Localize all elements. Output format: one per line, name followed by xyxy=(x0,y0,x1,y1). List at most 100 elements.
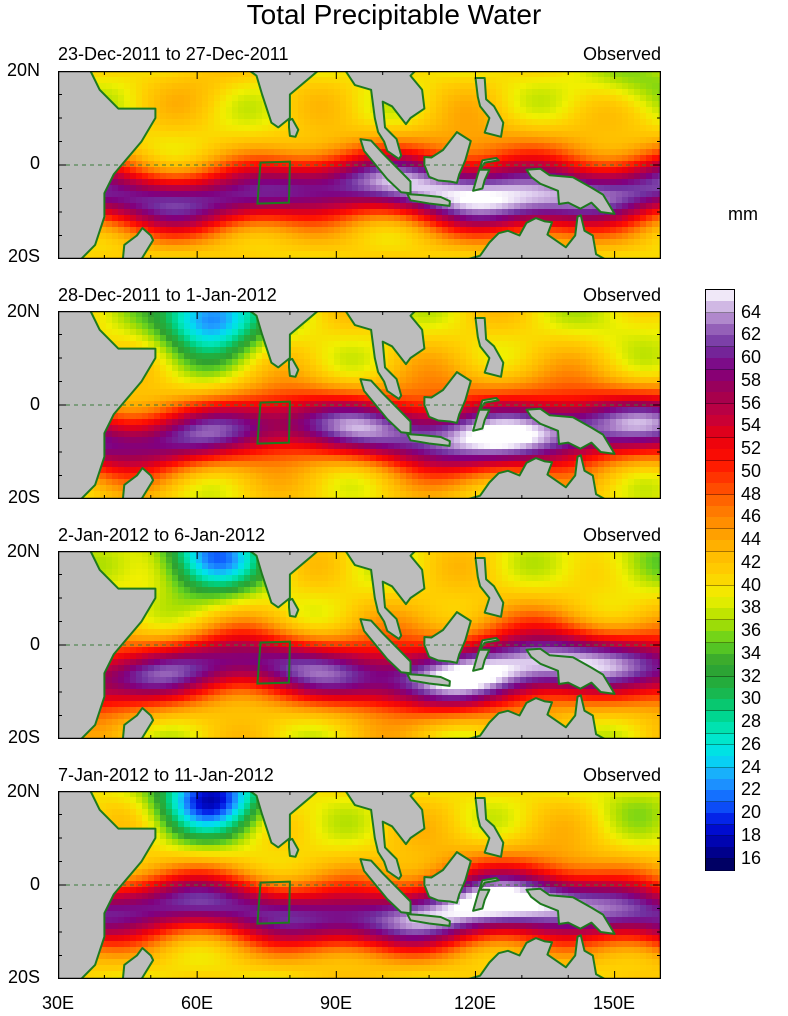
field-cell xyxy=(610,71,617,78)
field-cell xyxy=(640,359,647,366)
field-cell xyxy=(412,233,419,240)
field-cell xyxy=(136,323,143,330)
field-cell xyxy=(508,149,515,156)
field-cell xyxy=(574,335,581,342)
field-cell xyxy=(598,245,605,252)
field-cell xyxy=(226,395,233,402)
field-cell xyxy=(586,137,593,144)
field-cell xyxy=(412,143,419,150)
field-cell xyxy=(310,161,317,168)
field-cell xyxy=(478,383,485,390)
field-cell xyxy=(202,173,209,180)
field-cell xyxy=(406,173,413,180)
field-cell xyxy=(316,125,323,132)
field-cell xyxy=(526,143,533,150)
field-cell xyxy=(496,155,503,162)
field-cell xyxy=(160,389,167,396)
field-cell xyxy=(520,365,527,372)
field-cell xyxy=(508,167,515,174)
field-cell xyxy=(358,221,365,228)
field-cell xyxy=(172,329,179,336)
field-cell xyxy=(418,227,425,234)
field-cell xyxy=(454,203,461,210)
field-cell xyxy=(346,107,353,114)
field-cell xyxy=(544,329,551,336)
field-cell xyxy=(646,335,653,342)
field-cell xyxy=(130,167,137,174)
field-cell xyxy=(508,113,515,120)
field-cell xyxy=(340,347,347,354)
field-cell xyxy=(502,371,509,378)
field-cell xyxy=(424,251,431,258)
field-cell xyxy=(208,179,215,186)
field-cell xyxy=(466,83,473,90)
field-cell xyxy=(214,95,221,102)
field-cell xyxy=(184,101,191,108)
field-cell xyxy=(514,89,521,96)
field-cell xyxy=(112,95,119,102)
field-cell xyxy=(154,341,161,348)
field-cell xyxy=(634,347,641,354)
field-cell xyxy=(586,341,593,348)
field-cell xyxy=(202,371,209,378)
field-cell xyxy=(544,95,551,102)
field-cell xyxy=(496,77,503,84)
field-cell xyxy=(484,215,491,222)
field-cell xyxy=(136,161,143,168)
field-cell xyxy=(358,149,365,156)
field-cell xyxy=(178,149,185,156)
field-cell xyxy=(208,203,215,210)
field-cell xyxy=(388,113,395,120)
field-cell xyxy=(346,83,353,90)
field-cell xyxy=(154,209,161,216)
field-cell xyxy=(436,323,443,330)
field-cell xyxy=(598,95,605,102)
field-cell xyxy=(442,125,449,132)
field-cell xyxy=(154,119,161,126)
field-cell xyxy=(430,377,437,384)
field-cell xyxy=(604,329,611,336)
field-cell xyxy=(610,389,617,396)
field-cell xyxy=(244,101,251,108)
field-cell xyxy=(358,131,365,138)
field-cell xyxy=(598,137,605,144)
field-cell xyxy=(586,77,593,84)
field-cell xyxy=(436,131,443,138)
field-cell xyxy=(232,251,239,258)
field-cell xyxy=(322,341,329,348)
field-cell xyxy=(178,317,185,324)
field-cell xyxy=(220,95,227,102)
field-cell xyxy=(184,233,191,240)
field-cell xyxy=(262,203,269,210)
field-cell xyxy=(196,179,203,186)
field-cell xyxy=(634,359,641,366)
field-cell xyxy=(622,329,629,336)
field-cell xyxy=(436,347,443,354)
field-cell xyxy=(166,371,173,378)
field-cell xyxy=(466,329,473,336)
field-cell xyxy=(622,365,629,372)
field-cell xyxy=(106,239,113,246)
field-cell xyxy=(364,227,371,234)
field-cell xyxy=(202,227,209,234)
field-cell xyxy=(382,101,389,108)
field-cell xyxy=(160,233,167,240)
field-cell xyxy=(418,407,425,414)
field-cell xyxy=(226,119,233,126)
field-cell xyxy=(634,311,641,318)
field-cell xyxy=(106,209,113,216)
field-cell xyxy=(214,311,221,318)
field-cell xyxy=(262,185,269,192)
field-cell xyxy=(238,209,245,216)
field-cell xyxy=(304,107,311,114)
field-cell xyxy=(190,107,197,114)
field-cell xyxy=(364,245,371,252)
field-cell xyxy=(130,203,137,210)
field-cell xyxy=(460,245,467,252)
field-cell xyxy=(628,221,635,228)
field-cell xyxy=(334,389,341,396)
field-cell xyxy=(340,401,347,408)
field-cell xyxy=(304,191,311,198)
field-cell xyxy=(352,347,359,354)
field-cell xyxy=(184,179,191,186)
